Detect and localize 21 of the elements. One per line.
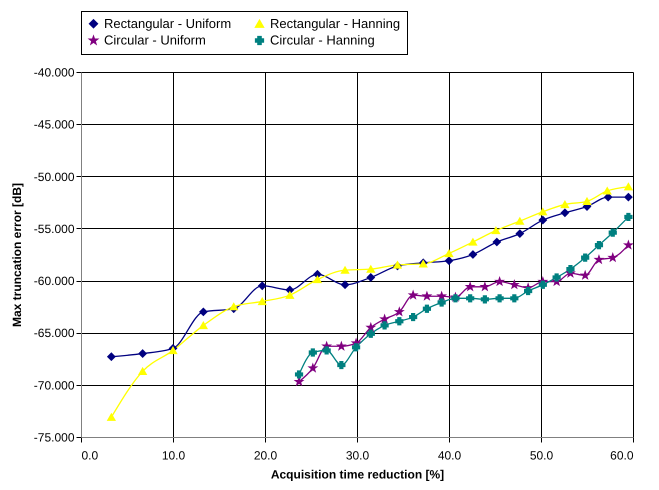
x-tick-label: 40.0 [438, 448, 462, 462]
legend-label: Rectangular - Hanning [270, 16, 400, 31]
y-tick-label: -65.000 [34, 326, 75, 340]
x-tick-label: 20.0 [254, 448, 278, 462]
legend-label: Circular - Uniform [104, 32, 206, 48]
x-axis-title: Acquisition time reduction [%] [270, 468, 444, 482]
y-tick-label: -40.000 [34, 66, 75, 80]
y-tick-label: -55.000 [34, 222, 75, 236]
x-tick-label: 30.0 [346, 448, 370, 462]
x-tick-label: 60.0 [610, 448, 634, 462]
y-tick-label: -50.000 [34, 170, 75, 184]
y-tick-label: -75.000 [34, 430, 75, 444]
y-tick-label: -60.000 [34, 274, 75, 288]
x-tick-label: 10.0 [162, 448, 186, 462]
x-tick-label: 0.0 [82, 448, 99, 462]
y-tick-label: -45.000 [34, 118, 75, 132]
legend-label: Rectangular - Uniform [104, 16, 232, 31]
legend-label: Circular - Hanning [270, 32, 375, 48]
x-tick-label: 50.0 [530, 448, 554, 462]
y-axis-title: Max truncation error [dB] [10, 182, 24, 328]
y-tick-label: -70.000 [34, 378, 75, 392]
